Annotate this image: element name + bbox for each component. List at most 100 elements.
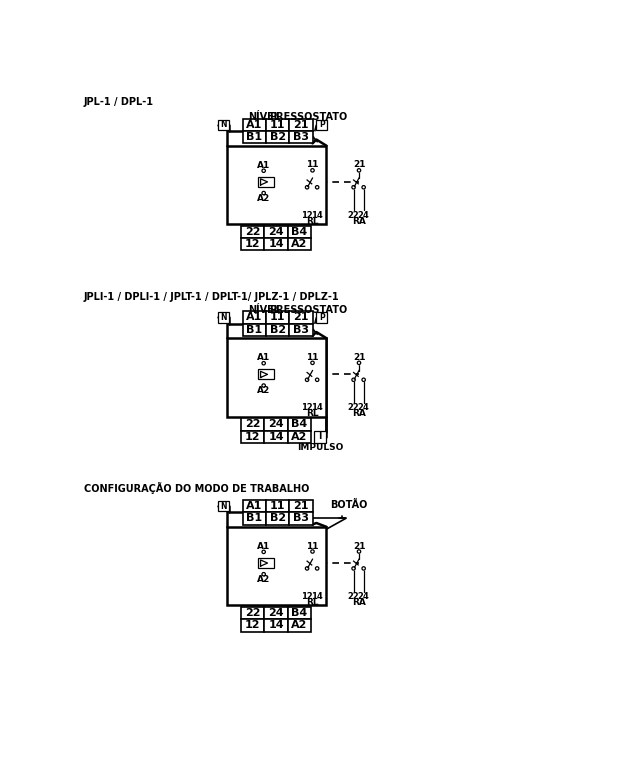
Text: 22: 22 bbox=[348, 403, 360, 412]
Text: PRESSOSTATO: PRESSOSTATO bbox=[269, 112, 347, 122]
Text: NÍVEL: NÍVEL bbox=[248, 112, 280, 122]
Bar bbox=[266, 131, 289, 143]
Text: A1: A1 bbox=[246, 501, 262, 511]
Text: 21: 21 bbox=[353, 542, 365, 551]
Bar bbox=[288, 226, 311, 238]
Text: 11: 11 bbox=[270, 501, 285, 511]
Text: 21: 21 bbox=[353, 161, 365, 170]
Bar bbox=[264, 238, 288, 250]
Text: I: I bbox=[319, 432, 322, 441]
Text: B4: B4 bbox=[291, 227, 307, 237]
Text: B3: B3 bbox=[293, 513, 309, 523]
Bar bbox=[266, 119, 289, 131]
Text: 21: 21 bbox=[293, 120, 308, 130]
Circle shape bbox=[362, 378, 365, 382]
Circle shape bbox=[262, 550, 266, 554]
Circle shape bbox=[316, 567, 319, 570]
Text: 21: 21 bbox=[353, 353, 365, 362]
Bar bbox=[227, 145, 326, 224]
Bar bbox=[289, 324, 312, 336]
Bar bbox=[314, 431, 326, 443]
Bar bbox=[289, 513, 312, 525]
Bar bbox=[266, 311, 289, 324]
Bar bbox=[243, 513, 266, 525]
Circle shape bbox=[262, 362, 266, 365]
Bar bbox=[259, 558, 274, 568]
Bar bbox=[288, 619, 311, 632]
Bar bbox=[266, 513, 289, 525]
Bar bbox=[241, 607, 264, 619]
Text: 12: 12 bbox=[301, 210, 313, 220]
Bar bbox=[243, 500, 266, 513]
Circle shape bbox=[352, 186, 355, 189]
Text: 24: 24 bbox=[358, 591, 369, 601]
Text: A2: A2 bbox=[291, 239, 307, 249]
Bar bbox=[243, 324, 266, 336]
Bar bbox=[288, 238, 311, 250]
Text: B4: B4 bbox=[291, 608, 307, 618]
Text: B4: B4 bbox=[291, 419, 307, 429]
Text: 24: 24 bbox=[268, 419, 284, 429]
Bar bbox=[264, 418, 288, 431]
Text: JPL-1 / DPL-1: JPL-1 / DPL-1 bbox=[84, 97, 154, 107]
Circle shape bbox=[352, 567, 355, 570]
Text: A1: A1 bbox=[257, 161, 270, 170]
Text: 11: 11 bbox=[270, 312, 285, 322]
Text: A1: A1 bbox=[246, 120, 262, 130]
Text: B1: B1 bbox=[246, 132, 262, 142]
Circle shape bbox=[362, 567, 365, 570]
Text: 12: 12 bbox=[245, 620, 260, 630]
Text: 12: 12 bbox=[301, 591, 313, 601]
Bar bbox=[218, 500, 229, 512]
Bar bbox=[243, 131, 266, 143]
Text: N: N bbox=[220, 313, 227, 322]
Text: B3: B3 bbox=[293, 132, 309, 142]
Text: 21: 21 bbox=[293, 501, 308, 511]
Text: PRESSOSTATO: PRESSOSTATO bbox=[269, 304, 347, 314]
Text: 24: 24 bbox=[268, 227, 284, 237]
Bar bbox=[288, 431, 311, 443]
Text: RL: RL bbox=[306, 597, 319, 607]
Text: RA: RA bbox=[351, 216, 365, 226]
Text: 12: 12 bbox=[245, 431, 260, 441]
Text: 14: 14 bbox=[268, 620, 284, 630]
Bar bbox=[243, 311, 266, 324]
Text: A2: A2 bbox=[257, 194, 270, 203]
Text: 11: 11 bbox=[307, 353, 319, 362]
Text: P: P bbox=[319, 313, 324, 322]
Bar bbox=[316, 312, 327, 323]
Bar bbox=[288, 418, 311, 431]
Bar bbox=[241, 619, 264, 632]
Text: 14: 14 bbox=[311, 403, 323, 412]
Text: 11: 11 bbox=[307, 542, 319, 551]
Text: BOTÃO: BOTÃO bbox=[330, 500, 368, 509]
Text: 14: 14 bbox=[268, 431, 284, 441]
Circle shape bbox=[262, 169, 266, 172]
Text: B1: B1 bbox=[246, 324, 262, 335]
Bar bbox=[289, 131, 312, 143]
Text: IMPULSO: IMPULSO bbox=[297, 443, 344, 452]
Bar bbox=[289, 119, 312, 131]
Bar bbox=[243, 119, 266, 131]
Text: B3: B3 bbox=[293, 324, 309, 335]
Text: 12: 12 bbox=[245, 239, 260, 249]
Circle shape bbox=[357, 168, 361, 172]
Text: RL: RL bbox=[306, 409, 319, 418]
Text: 14: 14 bbox=[268, 239, 284, 249]
Text: B1: B1 bbox=[246, 513, 262, 523]
Text: 24: 24 bbox=[268, 608, 284, 618]
Text: 24: 24 bbox=[358, 403, 369, 412]
Text: 22: 22 bbox=[245, 227, 260, 237]
Text: A1: A1 bbox=[257, 353, 270, 363]
Bar bbox=[264, 226, 288, 238]
Text: P: P bbox=[319, 120, 324, 129]
Circle shape bbox=[262, 384, 266, 387]
Text: A2: A2 bbox=[257, 386, 270, 396]
Circle shape bbox=[262, 191, 266, 195]
Text: A2: A2 bbox=[257, 575, 270, 584]
Circle shape bbox=[305, 567, 308, 570]
Text: N: N bbox=[220, 502, 227, 510]
Bar bbox=[288, 607, 311, 619]
Text: A1: A1 bbox=[257, 542, 270, 551]
Circle shape bbox=[305, 378, 308, 382]
